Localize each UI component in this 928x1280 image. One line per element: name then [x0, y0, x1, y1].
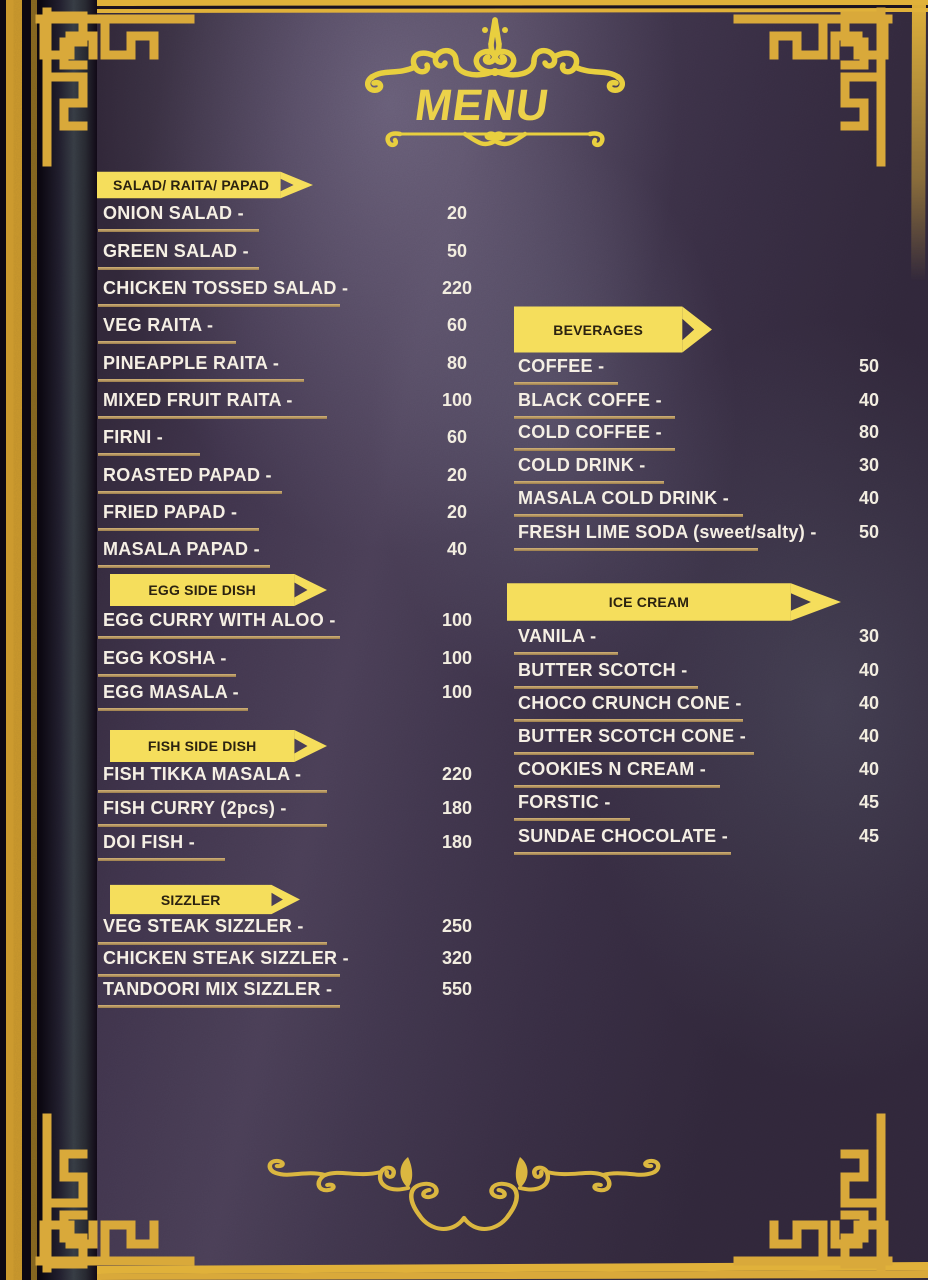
svg-text:MENU: MENU [412, 81, 552, 130]
